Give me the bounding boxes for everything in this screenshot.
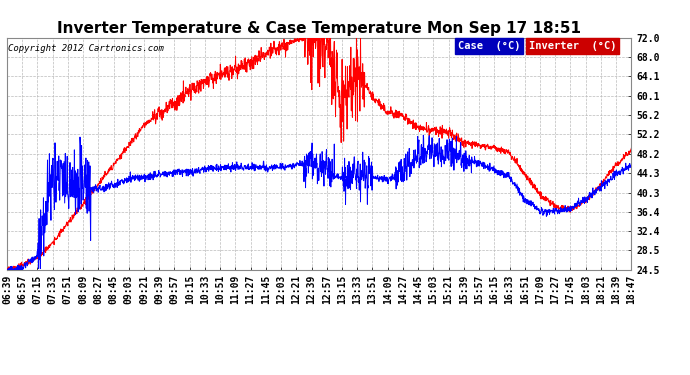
Title: Inverter Temperature & Case Temperature Mon Sep 17 18:51: Inverter Temperature & Case Temperature …	[57, 21, 581, 36]
Text: Copyright 2012 Cartronics.com: Copyright 2012 Cartronics.com	[8, 45, 164, 54]
Text: Inverter  (°C): Inverter (°C)	[529, 41, 616, 51]
Text: Case  (°C): Case (°C)	[457, 41, 520, 51]
